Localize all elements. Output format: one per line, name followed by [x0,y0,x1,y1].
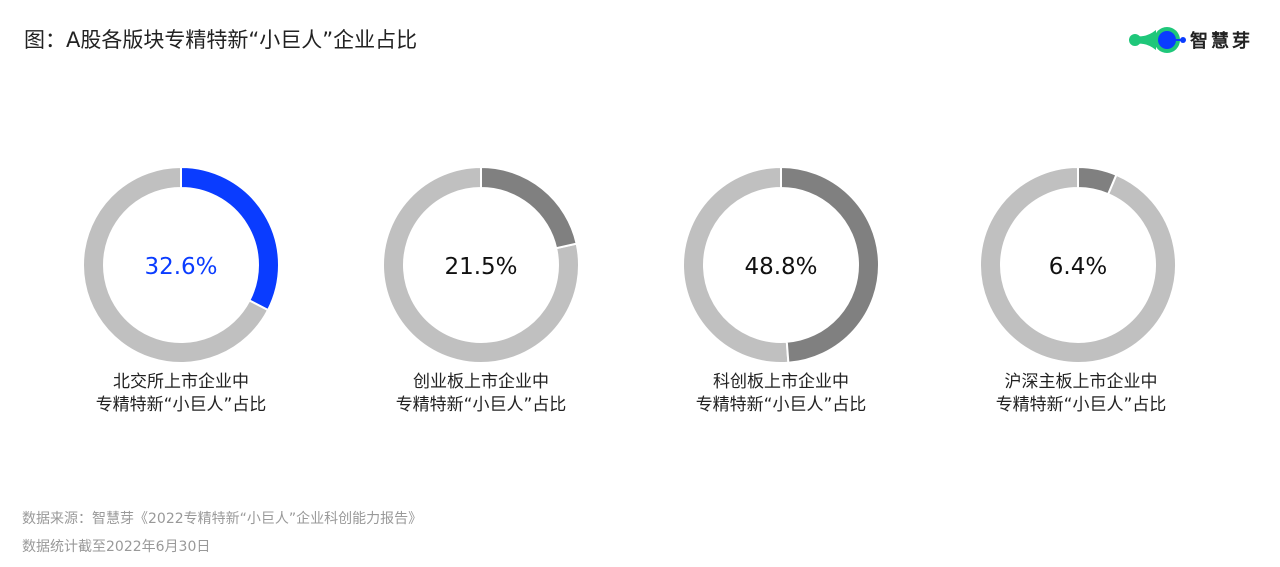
donut-remainder-slice [682,165,790,364]
chart-title: 图：A股各版块专精特新“小巨人”企业占比 [24,28,418,52]
donut-value-slice [180,165,280,312]
donut-label-line2: 专精特新“小巨人”占比 [395,395,567,415]
footer-date-note: 数据统计截至2022年6月30日 [22,539,211,555]
donut-label-line1: 创业板上市企业中 [413,372,549,392]
donut-remainder-slice [382,165,580,364]
donut-value-slice [780,165,881,364]
donut-label-line2: 专精特新“小巨人”占比 [695,395,867,415]
donut-center-label: 48.8% [744,254,817,280]
donut-remainder-slice [979,165,1177,364]
donut-label-line1: 沪深主板上市企业中 [1004,372,1158,392]
donut-value-slice [1077,165,1118,196]
donut-label-line2: 专精特新“小巨人”占比 [95,395,267,415]
donut-center-label: 6.4% [1049,254,1107,280]
logo: 智慧芽 [1126,24,1253,56]
donut-center-label: 32.6% [144,254,217,280]
footer-source: 数据来源：智慧芽《2022专精特新“小巨人”企业科创能力报告》 [22,511,423,527]
donut-label-line1: 北交所上市企业中 [113,372,249,392]
donut-label-3: 沪深主板上市企业中 专精特新“小巨人”占比 [951,371,1211,417]
donut-label-0: 北交所上市企业中 专精特新“小巨人”占比 [51,371,311,417]
donut-label-line1: 科创板上市企业中 [713,372,849,392]
logo-text: 智慧芽 [1190,31,1253,52]
donut-label-2: 科创板上市企业中 专精特新“小巨人”占比 [651,371,911,417]
donut-value-slice [480,165,578,250]
logo-icon [1129,27,1186,53]
donut-remainder-slice [82,165,270,364]
donut-center-label: 21.5% [444,254,517,280]
donut-label-1: 创业板上市企业中 专精特新“小巨人”占比 [351,371,611,417]
donut-label-line2: 专精特新“小巨人”占比 [995,395,1167,415]
